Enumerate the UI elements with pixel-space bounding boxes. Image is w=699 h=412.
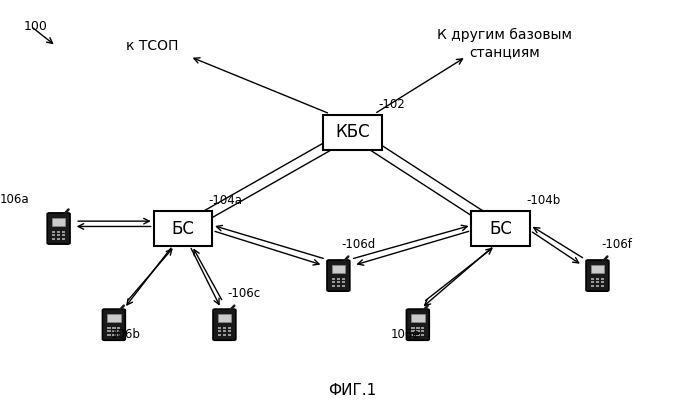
Bar [117, 327, 120, 329]
Bar [332, 278, 336, 280]
Bar [591, 265, 604, 273]
Text: БС: БС [171, 220, 194, 237]
Text: -102: -102 [378, 98, 405, 111]
FancyBboxPatch shape [103, 309, 125, 340]
Text: 106b: 106b [110, 328, 140, 341]
FancyBboxPatch shape [327, 260, 350, 291]
FancyBboxPatch shape [586, 260, 609, 291]
Bar [62, 238, 65, 239]
Bar [591, 285, 594, 287]
Bar [411, 327, 415, 329]
Bar [57, 238, 60, 239]
Text: КБС: КБС [335, 123, 370, 141]
Bar [411, 314, 424, 322]
Bar [337, 281, 340, 283]
Bar [228, 327, 231, 329]
Bar [108, 334, 110, 336]
Bar [591, 278, 594, 280]
Bar [421, 327, 424, 329]
FancyBboxPatch shape [406, 309, 429, 340]
Bar [217, 314, 231, 322]
Bar [342, 278, 345, 280]
Bar [154, 211, 212, 246]
Bar [332, 281, 336, 283]
FancyBboxPatch shape [213, 309, 236, 340]
Bar [117, 330, 120, 332]
Bar [471, 211, 530, 246]
Bar [228, 330, 231, 332]
Bar [223, 330, 226, 332]
Bar [411, 334, 415, 336]
Bar [596, 285, 599, 287]
Text: К другим базовым
станциям: К другим базовым станциям [437, 28, 572, 59]
Bar [421, 330, 424, 332]
Bar [600, 278, 604, 280]
Bar [332, 285, 336, 287]
Bar [591, 281, 594, 283]
Text: -104a: -104a [209, 194, 243, 207]
Bar [218, 327, 222, 329]
Bar [342, 281, 345, 283]
Text: -106d: -106d [342, 238, 376, 251]
Text: БС: БС [489, 220, 512, 237]
Bar [337, 285, 340, 287]
Bar [52, 234, 55, 236]
Text: к ТСОП: к ТСОП [126, 39, 178, 53]
Bar [342, 285, 345, 287]
Bar [108, 330, 110, 332]
Bar [52, 238, 55, 239]
Bar [228, 334, 231, 336]
Bar [223, 334, 226, 336]
Bar [108, 327, 110, 329]
Bar [323, 115, 382, 150]
Text: 106a: 106a [0, 193, 29, 206]
Text: ФИГ.1: ФИГ.1 [328, 383, 376, 398]
Bar [113, 330, 115, 332]
Bar [113, 327, 115, 329]
Bar [596, 278, 599, 280]
Text: 100: 100 [24, 20, 48, 33]
Bar [113, 334, 115, 336]
Bar [600, 281, 604, 283]
Text: -106f: -106f [601, 238, 632, 251]
Text: -106c: -106c [228, 287, 261, 300]
Bar [218, 334, 222, 336]
Bar [117, 334, 120, 336]
Bar [52, 218, 65, 226]
Bar [331, 265, 345, 273]
FancyBboxPatch shape [48, 213, 70, 244]
Bar [416, 327, 419, 329]
Bar [57, 234, 60, 236]
Bar [337, 278, 340, 280]
Bar [411, 330, 415, 332]
Text: -104b: -104b [526, 194, 561, 207]
Bar [596, 281, 599, 283]
Bar [52, 231, 55, 233]
Bar [223, 327, 226, 329]
Bar [62, 231, 65, 233]
Bar [416, 330, 419, 332]
Bar [57, 231, 60, 233]
Bar [107, 314, 121, 322]
Bar [421, 334, 424, 336]
Text: 106e: 106e [390, 328, 420, 341]
Bar [416, 334, 419, 336]
Bar [218, 330, 222, 332]
Bar [600, 285, 604, 287]
Bar [62, 234, 65, 236]
